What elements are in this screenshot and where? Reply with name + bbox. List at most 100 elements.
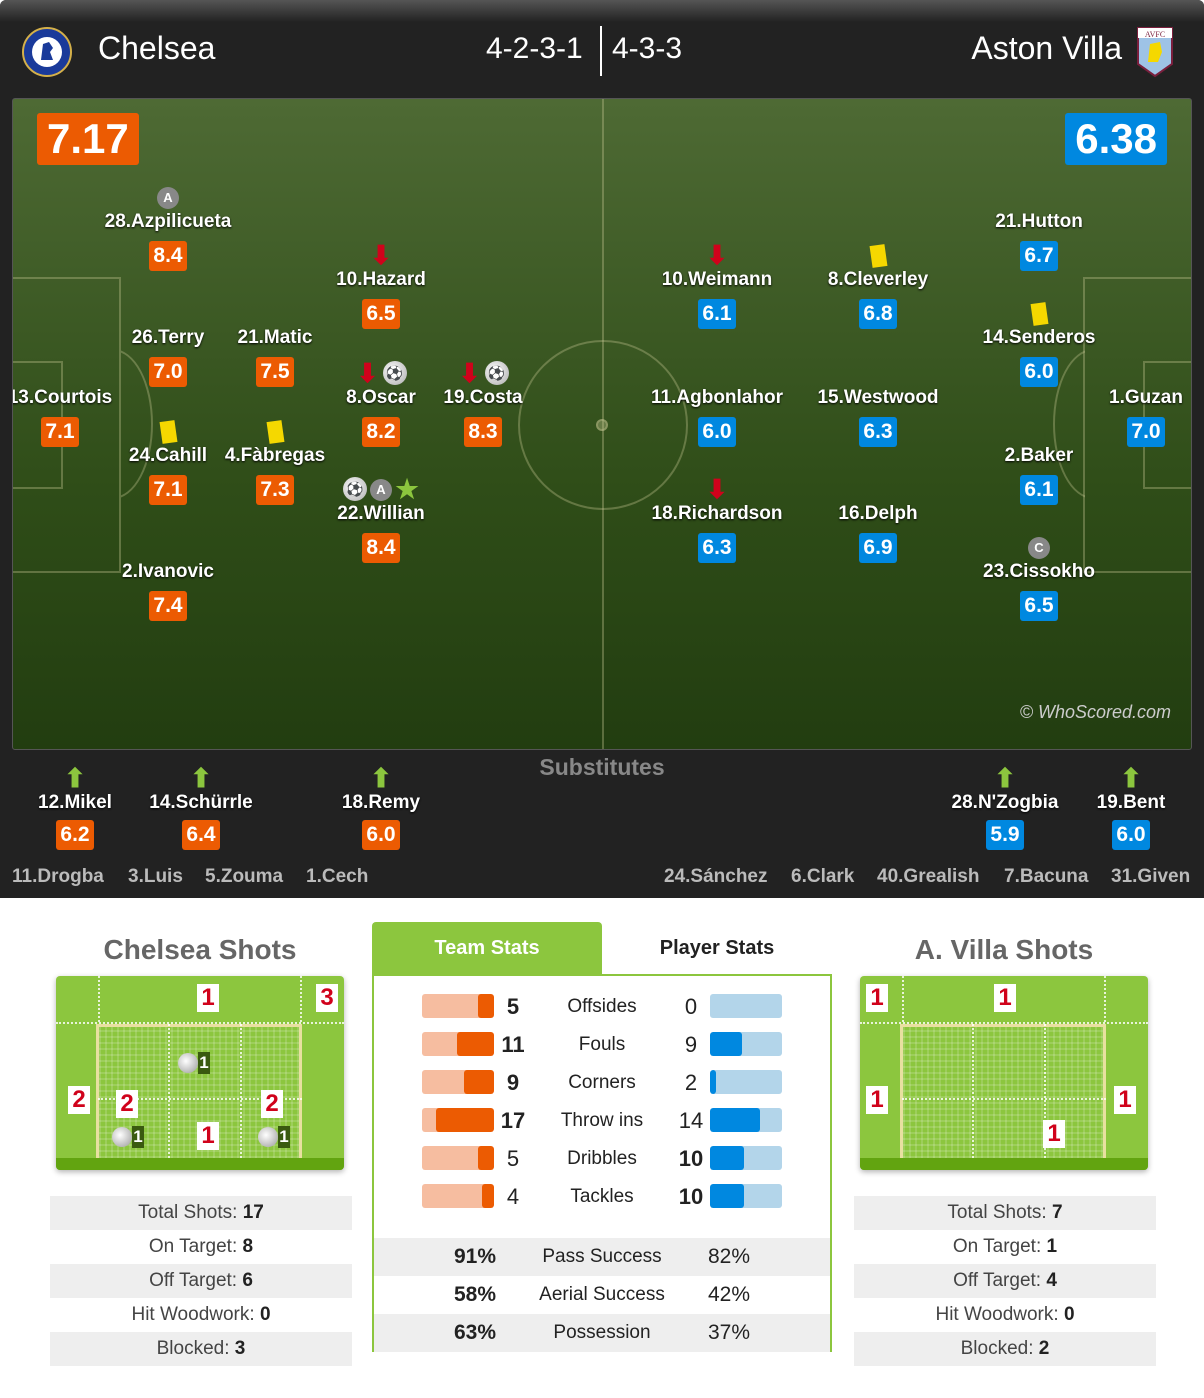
tab-team-stats[interactable]: Team Stats [372, 922, 602, 974]
player-name: 15.Westwood [817, 387, 939, 408]
substitute-player[interactable]: ⬆ 14.Schürrle 6.4 [131, 762, 271, 850]
home-stat-value: 4 [506, 1184, 520, 1209]
shot-stat-label: Off Target: [149, 1270, 238, 1291]
player-name: 23.Cissokho [983, 561, 1095, 582]
unused-substitute[interactable]: 5.Zouma [205, 866, 284, 887]
unused-substitute[interactable]: 40.Grealish [877, 866, 980, 887]
sub-off-arrow-icon: ⬇ [458, 358, 481, 388]
team-stat-row: 5 Dribbles 10 [374, 1140, 830, 1178]
away-player[interactable]: 2.Baker 6.1 [959, 415, 1119, 505]
shot-stat-label: Total Shots: [947, 1202, 1047, 1223]
unused-substitute[interactable]: 1.Cech [306, 866, 369, 887]
unused-substitute[interactable]: 6.Clark [791, 866, 855, 887]
home-stat-bar-fill [478, 1146, 494, 1170]
shot-stat-row: Hit Woodwork: 0 [854, 1298, 1156, 1332]
shot-stat-label: On Target: [952, 1236, 1042, 1257]
yellow-card-icon [1030, 302, 1048, 326]
match-header-panel: Chelsea 4-2-3-1 4-3-3 Aston Villa AVFC 7… [0, 0, 1204, 898]
home-shots-pitch: 1 3 2 2 2 1 1 1 1 [56, 976, 344, 1170]
unused-substitute[interactable]: 31.Given [1111, 866, 1191, 887]
home-player[interactable]: ⚽ A ★ 22.Willian 8.4 [301, 473, 461, 563]
home-player[interactable]: ⬇ ⚽ 8.Oscar 8.2 [301, 357, 461, 447]
svg-text:AVFC: AVFC [1145, 30, 1165, 39]
shot-stat-value: 0 [1063, 1304, 1075, 1325]
player-rating: 8.4 [149, 241, 187, 271]
home-stat-bar-fill [481, 1184, 494, 1208]
sub-on-arrow-icon: ⬆ [370, 763, 392, 793]
away-player[interactable]: ⬇ 18.Richardson 6.3 [637, 473, 797, 563]
shot-stat-row: Off Target: 4 [854, 1264, 1156, 1298]
unused-substitute[interactable]: 11.Drogba [12, 866, 104, 887]
away-player[interactable]: 14.Senderos 6.0 [959, 297, 1119, 387]
shot-stat-label: On Target: [148, 1236, 238, 1257]
player-name: 14.Senderos [982, 327, 1096, 348]
goal-line-strip [56, 1158, 344, 1170]
player-name: 26.Terry [131, 327, 205, 348]
whoscored-watermark: © WhoScored.com [1019, 702, 1171, 722]
substitute-player[interactable]: ⬆ 28.N'Zogbia 5.9 [935, 762, 1075, 850]
home-player[interactable]: 26.Terry 7.0 [88, 297, 248, 387]
home-pct-value: 58% [453, 1283, 497, 1306]
shot-zone-count: 1 [1043, 1120, 1065, 1148]
home-player[interactable]: 24.Cahill 7.1 [88, 415, 248, 505]
substitute-player[interactable]: ⬆ 18.Remy 6.0 [311, 762, 451, 850]
unused-substitute[interactable]: 3.Luis [128, 866, 183, 887]
tab-player-stats[interactable]: Player Stats [659, 937, 775, 959]
ball-icon [178, 1053, 198, 1073]
sub-off-arrow-icon: ⬇ [706, 474, 728, 504]
player-rating: 6.0 [698, 417, 736, 447]
home-stat-bar-fill [478, 994, 494, 1018]
player-name: 21.Matic [237, 327, 313, 348]
team-stat-row: 4 Tackles 10 [374, 1178, 830, 1216]
player-event-icons [1066, 357, 1191, 385]
player-event-icons [13, 357, 140, 385]
player-event-icons: ⬆ [935, 762, 1075, 791]
zone-line [300, 976, 302, 1022]
away-pct-value: 82% [707, 1245, 751, 1268]
away-stat-value: 10 [678, 1184, 704, 1209]
substitute-player[interactable]: ⬆ 19.Bent 6.0 [1061, 762, 1201, 850]
away-player[interactable]: 1.Guzan 7.0 [1066, 357, 1191, 447]
player-event-icons: A [88, 181, 248, 209]
home-player[interactable]: 2.Ivanovic 7.4 [88, 531, 248, 621]
away-stat-value: 9 [684, 1032, 698, 1057]
home-player[interactable]: 21.Matic 7.5 [195, 297, 355, 387]
percentage-stats: 91% Pass Success 82% 58% Aerial Success 42% 63… [374, 1238, 830, 1352]
goal-count: 1 [278, 1126, 290, 1148]
stat-label: Fouls [578, 1034, 626, 1055]
player-event-icons: ⚽ A ★ [301, 473, 461, 504]
shot-stat-label: Hit Woodwork: [935, 1304, 1059, 1325]
away-stat-bar-fill [710, 1032, 743, 1056]
goal-count: 1 [198, 1052, 210, 1074]
away-player[interactable]: 15.Westwood 6.3 [798, 357, 958, 447]
player-event-icons [88, 531, 248, 559]
away-player[interactable]: ⬇ 10.Weimann 6.1 [637, 239, 797, 329]
shot-stat-row: On Target: 8 [50, 1230, 352, 1264]
goal-icon: ⚽ [484, 361, 509, 385]
away-player[interactable]: 8.Cleverley 6.8 [798, 239, 958, 329]
assist-icon: A [157, 187, 179, 209]
player-name: 10.Weimann [661, 269, 773, 290]
substitute-player[interactable]: ⬆ 12.Mikel 6.2 [5, 762, 145, 850]
player-rating: 7.0 [149, 357, 187, 387]
player-event-icons [959, 181, 1119, 209]
away-player[interactable]: C 23.Cissokho 6.5 [959, 531, 1119, 621]
away-player[interactable]: 16.Delph 6.9 [798, 473, 958, 563]
away-stat-bar-fill [710, 1184, 744, 1208]
player-name: 4.Fàbregas [224, 445, 326, 466]
zone-line [902, 1098, 1106, 1100]
home-player[interactable]: ⬇ ⚽ 19.Costa 8.3 [403, 357, 563, 447]
home-player[interactable]: 4.Fàbregas 7.3 [195, 415, 355, 505]
away-player[interactable]: 21.Hutton 6.7 [959, 181, 1119, 271]
unused-substitute[interactable]: 7.Bacuna [1004, 866, 1089, 887]
unused-substitute[interactable]: 24.Sánchez [664, 866, 768, 887]
player-rating: 6.0 [1112, 820, 1150, 850]
player-rating: 7.5 [256, 357, 294, 387]
shot-stat-value: 0 [259, 1304, 271, 1325]
home-player[interactable]: 13.Courtois 7.1 [13, 357, 140, 447]
away-player[interactable]: 11.Agbonlahor 6.0 [637, 357, 797, 447]
home-player[interactable]: A 28.Azpilicueta 8.4 [88, 181, 248, 271]
home-player[interactable]: ⬇ 10.Hazard 6.5 [301, 239, 461, 329]
man-of-match-star-icon: ★ [395, 474, 419, 504]
